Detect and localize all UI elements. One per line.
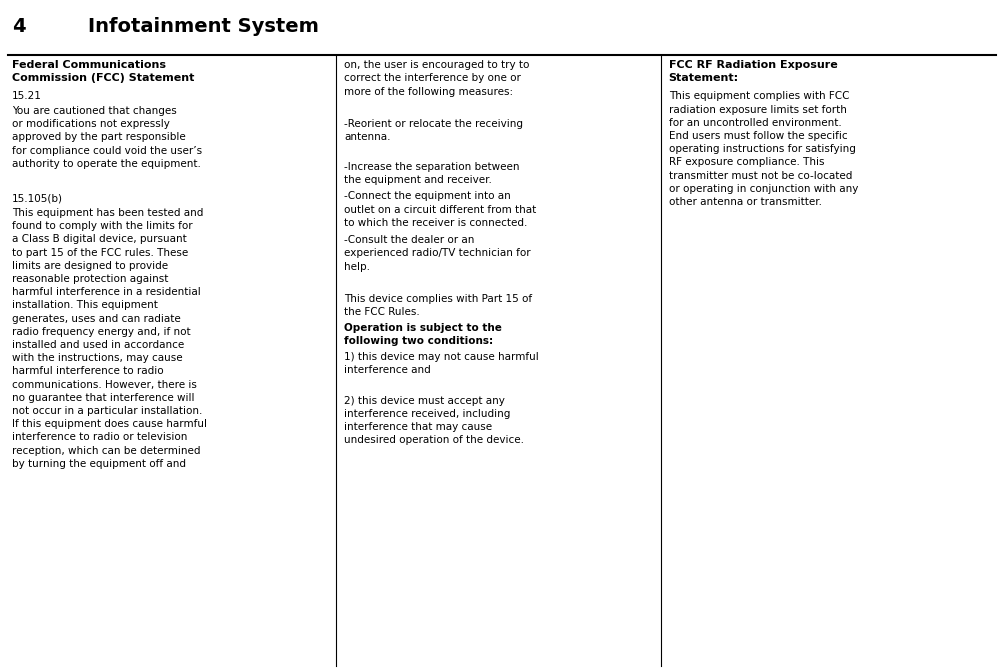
Text: 4: 4 (12, 17, 26, 35)
Text: 15.105(b): 15.105(b) (12, 193, 63, 203)
Text: Operation is subject to the
following two conditions:: Operation is subject to the following tw… (344, 322, 502, 346)
Text: -Increase the separation between
the equipment and receiver.: -Increase the separation between the equ… (344, 163, 520, 185)
Text: Federal Communications
Commission (FCC) Statement: Federal Communications Commission (FCC) … (12, 60, 195, 84)
Text: Infotainment System: Infotainment System (88, 17, 319, 35)
Text: 1) this device may not cause harmful
interference and: 1) this device may not cause harmful int… (344, 352, 539, 375)
Text: This equipment complies with FCC
radiation exposure limits set forth
for an unco: This equipment complies with FCC radiati… (668, 92, 858, 207)
Text: 15.21: 15.21 (12, 92, 42, 101)
Text: This device complies with Part 15 of
the FCC Rules.: This device complies with Part 15 of the… (344, 294, 532, 316)
Text: 2) this device must accept any
interference received, including
interference tha: 2) this device must accept any interfere… (344, 395, 524, 446)
Text: This equipment has been tested and
found to comply with the limits for
a Class B: This equipment has been tested and found… (12, 208, 207, 469)
Text: You are cautioned that changes
or modifications not expressly
approved by the pa: You are cautioned that changes or modifi… (12, 106, 202, 169)
Text: -Consult the dealer or an
experienced radio/TV technician for
help.: -Consult the dealer or an experienced ra… (344, 235, 531, 272)
Text: -Connect the equipment into an
outlet on a circuit different from that
to which : -Connect the equipment into an outlet on… (344, 191, 536, 228)
Text: FCC RF Radiation Exposure
Statement:: FCC RF Radiation Exposure Statement: (668, 60, 837, 84)
Text: -Reorient or relocate the receiving
antenna.: -Reorient or relocate the receiving ante… (344, 118, 523, 142)
Text: on, the user is encouraged to try to
correct the interference by one or
more of : on, the user is encouraged to try to cor… (344, 60, 530, 96)
